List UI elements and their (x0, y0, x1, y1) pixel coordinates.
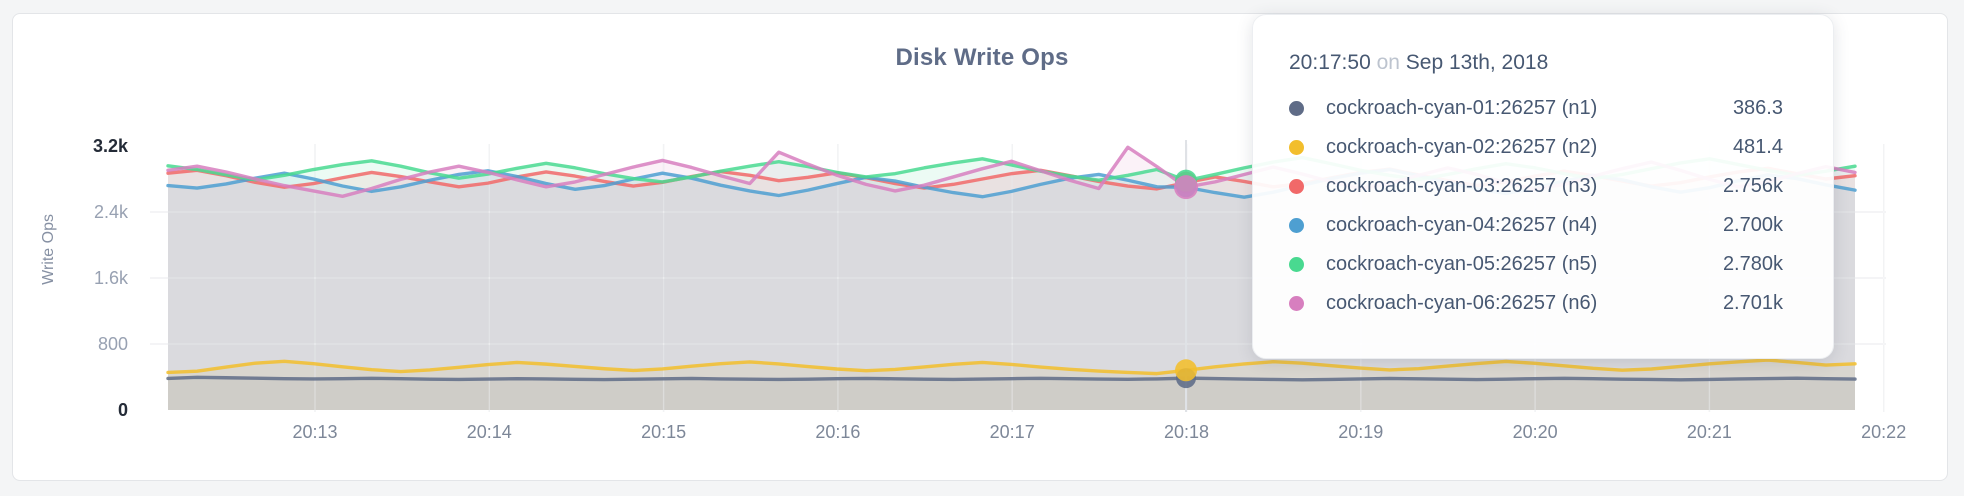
tooltip-series-row: cockroach-cyan-02:26257 (n2) 481.4 (1289, 128, 1833, 167)
y-tick-label: 0 (117, 400, 128, 420)
tooltip-series-row: cockroach-cyan-01:26257 (n1) 386.3 (1289, 89, 1833, 128)
series-area (168, 360, 1855, 410)
y-tick-label: 2.4k (93, 202, 128, 222)
series-value: 2.700k (1722, 214, 1783, 236)
x-tick-label: 20:18 (1163, 422, 1210, 442)
series-value: 481.4 (1732, 136, 1783, 158)
x-tick-label: 20:22 (1861, 422, 1907, 442)
series-color-dot (1289, 140, 1304, 155)
series-line (166, 358, 1857, 376)
y-tick-label: 1.6k (93, 268, 128, 288)
series-line (166, 375, 1857, 382)
series-name: cockroach-cyan-05:26257 (n5) (1326, 253, 1598, 275)
x-tick-label: 20:16 (815, 422, 861, 442)
tooltip-time: 20:17:50 (1289, 51, 1371, 74)
series-name: cockroach-cyan-03:26257 (n3) (1326, 175, 1598, 197)
x-tick-label: 20:21 (1686, 422, 1732, 442)
series-value: 2.701k (1722, 292, 1783, 314)
series-value: 2.756k (1722, 175, 1783, 197)
x-tick-label: 20:17 (989, 422, 1035, 442)
x-tick-label: 20:15 (641, 422, 687, 442)
tooltip-series-row: cockroach-cyan-05:26257 (n5) 2.780k (1289, 245, 1833, 284)
hover-tooltip: 20:17:50 on Sep 13th, 2018 cockroach-cya… (1252, 14, 1834, 359)
series-color-dot (1289, 218, 1304, 233)
series-area (168, 377, 1855, 410)
y-tick-label: 800 (97, 334, 128, 354)
series-value: 2.780k (1722, 253, 1783, 275)
series-value: 386.3 (1732, 97, 1783, 119)
x-tick-label: 20:13 (292, 422, 338, 442)
tooltip-title: 20:17:50 on Sep 13th, 2018 (1289, 51, 1833, 75)
series-name: cockroach-cyan-01:26257 (n1) (1326, 97, 1598, 119)
series-color-dot (1289, 179, 1304, 194)
tooltip-series-row: cockroach-cyan-06:26257 (n6) 2.701k (1289, 284, 1833, 323)
series-color-dot (1289, 296, 1304, 311)
series-name: cockroach-cyan-06:26257 (n6) (1326, 292, 1598, 314)
x-tick-label: 20:14 (466, 422, 512, 442)
chart-title: Disk Write Ops (895, 44, 1069, 71)
y-tick-label: 3.2k (92, 136, 128, 156)
series-name: cockroach-cyan-02:26257 (n2) (1326, 136, 1598, 158)
tooltip-series-row: cockroach-cyan-03:26257 (n3) 2.756k (1289, 167, 1833, 206)
x-tick-label: 20:19 (1338, 422, 1384, 442)
series-color-dot (1289, 101, 1304, 116)
series-name: cockroach-cyan-04:26257 (n4) (1326, 214, 1598, 236)
tooltip-series-row: cockroach-cyan-04:26257 (n4) 2.700k (1289, 206, 1833, 245)
tooltip-conjunction: on (1376, 51, 1400, 74)
tooltip-date: Sep 13th, 2018 (1405, 51, 1549, 74)
hover-dot (1174, 175, 1199, 200)
series-color-dot (1289, 257, 1304, 272)
x-tick-label: 20:20 (1512, 422, 1558, 442)
hover-dot (1175, 359, 1198, 382)
